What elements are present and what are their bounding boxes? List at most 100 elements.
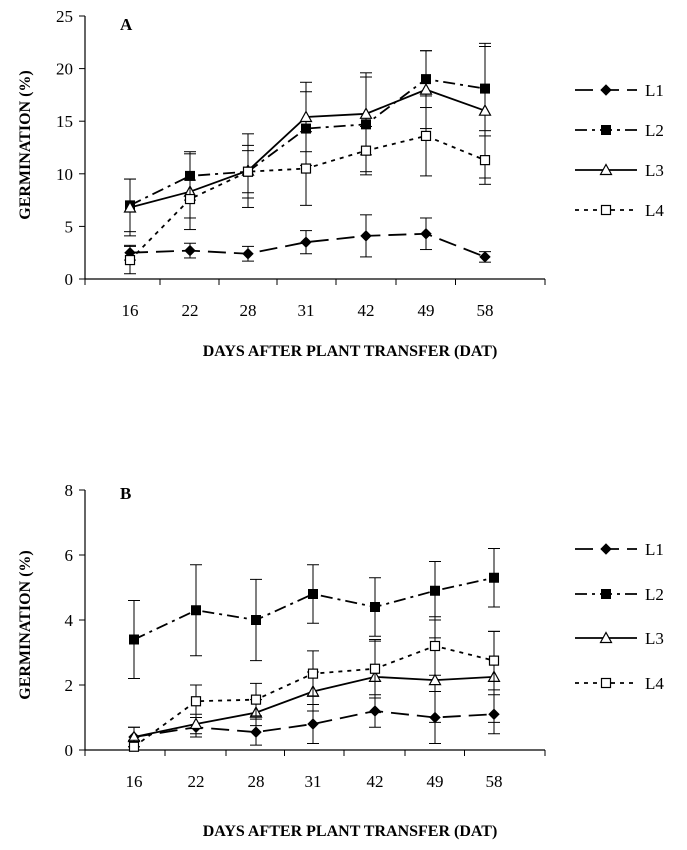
data-point bbox=[420, 130, 432, 142]
x-tick-label: 49 bbox=[418, 301, 435, 320]
y-tick-label: 0 bbox=[65, 741, 74, 760]
data-point bbox=[250, 694, 262, 705]
series-L1 bbox=[124, 214, 491, 263]
legend-item-L1: L1 bbox=[575, 540, 664, 559]
legend-item-L2: L2 bbox=[575, 121, 664, 140]
legend-label: L4 bbox=[645, 201, 664, 220]
series-line bbox=[129, 78, 486, 207]
x-tick-label: 31 bbox=[298, 301, 315, 320]
chart-panel-b: B 0 2 4 6 8 16 22 28 31 42 49 58 L1 L2 L3 L4 GERMINAT… bbox=[17, 481, 664, 840]
panel-label-a: A bbox=[120, 15, 133, 34]
series-marks-a bbox=[123, 42, 492, 275]
data-point bbox=[488, 655, 500, 666]
chart-panel-a: A 0 5 10 15 20 25 16 22 28 31 42 49 58 L1 L2 L3 L4 GER… bbox=[17, 7, 664, 360]
data-point bbox=[128, 741, 140, 752]
y-axis-label-b: GERMINATION (%) bbox=[17, 550, 34, 699]
data-point bbox=[429, 640, 441, 652]
legend-a: L1 L2 L3 L4 bbox=[575, 81, 664, 220]
data-point bbox=[184, 244, 196, 257]
data-point bbox=[307, 718, 319, 730]
data-point bbox=[369, 663, 381, 674]
y-tick-label: 0 bbox=[65, 270, 74, 289]
x-tick-label: 49 bbox=[427, 772, 444, 791]
y-tick-label: 25 bbox=[56, 7, 73, 26]
x-ticks-a: 16 22 28 31 42 49 58 bbox=[84, 279, 546, 320]
x-tick-label: 22 bbox=[188, 772, 205, 791]
series-L4 bbox=[124, 95, 491, 275]
data-point bbox=[370, 602, 380, 612]
legend-label: L2 bbox=[645, 121, 664, 140]
legend-marker bbox=[600, 204, 612, 216]
legend-label: L3 bbox=[645, 161, 664, 180]
data-point bbox=[359, 107, 373, 119]
data-point bbox=[478, 103, 492, 116]
data-point bbox=[430, 585, 440, 596]
data-point bbox=[479, 251, 491, 263]
legend-marker bbox=[599, 163, 613, 176]
y-tick-label: 15 bbox=[56, 112, 73, 131]
data-point bbox=[191, 605, 201, 616]
data-point bbox=[190, 696, 202, 707]
x-tick-label: 22 bbox=[182, 301, 199, 320]
data-point bbox=[300, 163, 312, 174]
data-point bbox=[129, 634, 139, 645]
data-point bbox=[300, 236, 312, 248]
x-axis-label-b: DAYS AFTER PLANT TRANSFER (DAT) bbox=[203, 823, 498, 840]
legend-item-L4: L4 bbox=[575, 674, 664, 693]
x-tick-label: 16 bbox=[122, 301, 139, 320]
axes-a bbox=[84, 16, 545, 280]
legend-label: L2 bbox=[645, 585, 664, 604]
data-point bbox=[428, 673, 442, 686]
legend-marker bbox=[601, 589, 611, 599]
data-point bbox=[307, 668, 319, 679]
legend-label: L3 bbox=[645, 629, 664, 648]
data-point bbox=[420, 228, 432, 240]
y-axis-label-a: GERMINATION (%) bbox=[17, 70, 34, 219]
y-tick-label: 6 bbox=[65, 546, 74, 565]
x-tick-label: 58 bbox=[486, 772, 503, 791]
y-tick-label: 8 bbox=[65, 481, 74, 500]
legend-marker bbox=[600, 84, 612, 96]
y-tick-label: 2 bbox=[65, 676, 74, 695]
legend-item-L3: L3 bbox=[575, 629, 664, 648]
x-tick-label: 16 bbox=[126, 772, 143, 791]
legend-marker bbox=[600, 543, 612, 555]
legend-label: L4 bbox=[645, 674, 664, 693]
data-point bbox=[184, 193, 196, 205]
data-point bbox=[308, 589, 318, 599]
data-point bbox=[251, 615, 261, 625]
y-tick-label: 10 bbox=[56, 165, 73, 184]
legend-marker bbox=[600, 677, 612, 689]
data-point bbox=[489, 572, 499, 583]
legend-item-L1: L1 bbox=[575, 81, 664, 100]
series-L4 bbox=[128, 616, 500, 752]
series-marks-b bbox=[127, 548, 501, 752]
data-point bbox=[419, 82, 433, 95]
legend-b: L1 L2 L3 L4 bbox=[575, 540, 664, 693]
x-tick-label: 42 bbox=[367, 772, 384, 791]
y-tick-label: 20 bbox=[56, 60, 73, 79]
legend-marker bbox=[599, 631, 613, 644]
legend-label: L1 bbox=[645, 540, 664, 559]
x-tick-label: 28 bbox=[248, 772, 265, 791]
legend-item-L2: L2 bbox=[575, 585, 664, 604]
data-point bbox=[360, 145, 372, 156]
data-point bbox=[360, 230, 372, 242]
y-ticks-a: 0 5 10 15 20 25 bbox=[56, 7, 85, 289]
legend-item-L4: L4 bbox=[575, 201, 664, 220]
data-point bbox=[299, 110, 313, 123]
series-L1 bbox=[128, 691, 500, 748]
x-ticks-b: 16 22 28 31 42 49 58 bbox=[84, 750, 546, 791]
legend-item-L3: L3 bbox=[575, 161, 664, 180]
x-tick-label: 28 bbox=[240, 301, 257, 320]
legend-marker bbox=[601, 125, 611, 135]
legend-label: L1 bbox=[645, 81, 664, 100]
data-point bbox=[250, 726, 262, 738]
data-point bbox=[242, 248, 254, 260]
series-L2 bbox=[128, 548, 500, 679]
data-point bbox=[479, 155, 491, 166]
x-tick-label: 42 bbox=[358, 301, 375, 320]
data-point bbox=[124, 254, 136, 266]
y-tick-label: 4 bbox=[65, 611, 74, 630]
